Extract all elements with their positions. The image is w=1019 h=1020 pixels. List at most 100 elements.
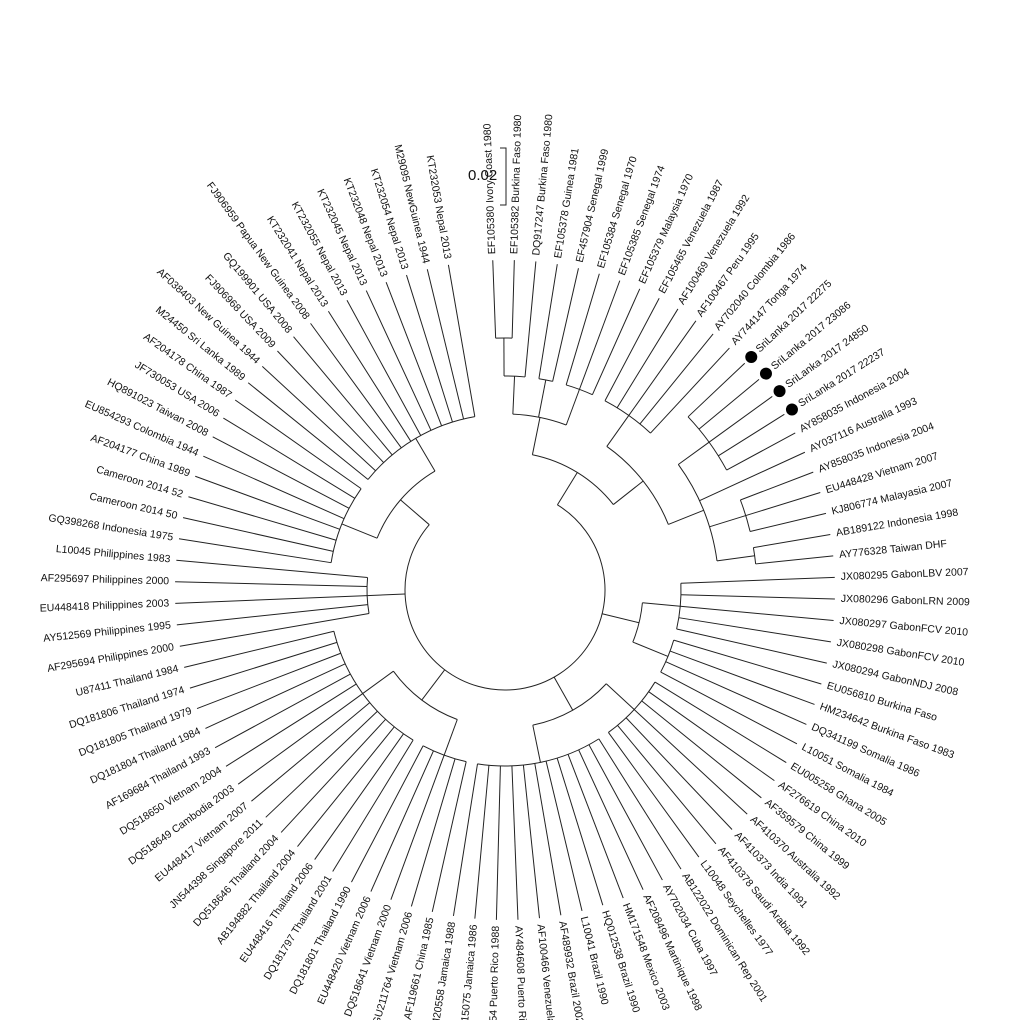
branch-line-60: [578, 749, 644, 890]
branch-line-52: [641, 700, 762, 799]
branch-line-105: [223, 417, 356, 499]
branch-line-26: [718, 413, 785, 457]
scale-bar-line: [500, 147, 507, 206]
branch-line-109: [261, 366, 376, 472]
branch-line-94: [175, 595, 368, 604]
leaf-label-32: L10051 Somalia 1984: [800, 741, 896, 799]
branch-line-66: [511, 765, 519, 920]
leaf-label-71: AY512569 Philippines 1995: [43, 619, 172, 644]
branch-line-47: [660, 671, 798, 745]
branch-arc-c-cosmopolitan: [608, 681, 656, 733]
leaf-label-31: DQ341199 Somalia 1986: [809, 721, 921, 780]
branch-line-34: [753, 533, 831, 549]
branch-line-99: [178, 538, 332, 564]
branch-line-85: [225, 683, 357, 767]
branch-line-83: [251, 702, 371, 802]
branch-arc-c-indonesia-cameroon: [330, 488, 362, 563]
branch-arc-c-west-africa-asia-americas: [532, 454, 614, 505]
branch-arc-c-cosmopolitan-asia: [376, 470, 436, 539]
leaf-label-0: EF105380 Ivory Coast 1980: [481, 123, 498, 254]
branch-line-28: [699, 451, 806, 502]
branch-line-96: [176, 559, 368, 579]
leaf-label-7: EF105379 Malaysia 1970: [637, 172, 697, 286]
branch-line-102: [195, 475, 340, 530]
branch-arc-c-srilanka: [687, 416, 728, 471]
branch-line-74: [390, 754, 445, 900]
branch-line-103: [203, 455, 345, 520]
branch-line-41: [678, 617, 831, 643]
branch-line-29: [709, 515, 746, 528]
branch-line-104: [212, 436, 350, 509]
branch-line-91: [367, 593, 406, 597]
leaf-label-46: AF489932 Brazil 2002: [556, 920, 585, 1020]
branch-line-10: [565, 389, 580, 426]
branch-line-119: [447, 264, 476, 417]
branch-line-37: [642, 602, 681, 607]
leaf-label-50: M15075 Jamaica 1986: [458, 924, 480, 1020]
branch-arc-c-pacific-nepal: [367, 416, 475, 480]
leaf-label-74: L10045 Philippines 1983: [55, 543, 171, 565]
branch-line-111: [293, 336, 393, 456]
branch-line-53: [633, 709, 748, 815]
branch-line-70: [421, 669, 446, 701]
branch-line-14: [613, 480, 644, 505]
branch-line-32: [749, 512, 827, 532]
branch-line-6: [524, 261, 537, 377]
branch-line-73: [410, 758, 456, 907]
branch-line-17: [616, 308, 679, 408]
branch-line-118: [426, 269, 465, 420]
branch-arc-c-americas-asia: [606, 446, 669, 525]
branch-line-7: [538, 379, 547, 418]
branch-arc-root: [404, 504, 606, 691]
branch-line-115: [365, 290, 432, 431]
branch-line-100: [182, 517, 334, 552]
branch-line-62: [556, 757, 604, 906]
branch-line-15: [606, 415, 630, 447]
branch-line-58: [598, 738, 682, 870]
branch-line-97: [400, 499, 430, 526]
tree-branches: [175, 260, 835, 920]
branch-line-56: [607, 732, 700, 858]
branch-line-44: [673, 639, 822, 685]
branch-line-13: [591, 288, 641, 395]
branch-line-33: [716, 555, 755, 562]
branch-line-11: [565, 273, 600, 386]
branch-line-101: [188, 496, 337, 541]
branch-arc-c-wa3: [566, 384, 593, 396]
branch-line-106: [234, 399, 362, 490]
branch-line-9: [552, 268, 579, 382]
branch-line-86: [214, 673, 351, 749]
branch-line-77: [362, 670, 394, 694]
leaf-label-48: AY484608 Puerto Rico 1991: [512, 925, 529, 1020]
branch-line-18: [628, 320, 697, 416]
branch-arc-c-cosmopolitan-americas: [532, 683, 607, 726]
leaf-label-1: EF105382 Burkina Faso 1980: [508, 114, 524, 254]
branch-line-38: [680, 576, 835, 584]
leaf-label-89: KT232055 Nepal 2013: [289, 200, 350, 298]
branch-line-98: [341, 523, 378, 539]
leaf-label-51: M20558 Jamaica 1988: [430, 921, 458, 1020]
branch-line-4: [492, 260, 497, 339]
branch-line-8: [538, 264, 558, 379]
leaf-label-25: JX080296 GabonLRN 2009: [841, 593, 970, 609]
branch-line-78: [332, 739, 414, 872]
tree-leaf-labels: EF105380 Ivory Coast 1980 EF105382 Burkin…: [40, 114, 971, 1020]
branch-line-36: [602, 613, 640, 624]
sample-marker-icon: [785, 403, 798, 416]
branch-arc-c-asia: [677, 464, 718, 561]
leaf-label-26: JX080297 GabonFCV 2010: [839, 615, 969, 639]
branch-line-20: [650, 347, 730, 434]
branch-line-116: [385, 281, 443, 426]
branch-line-107: [415, 438, 436, 472]
branch-line-65: [522, 764, 540, 919]
leaf-label-47: AF100466 Venezuela 1990: [534, 924, 559, 1020]
branch-line-23: [687, 362, 746, 418]
scale-bar: 0.02: [468, 147, 507, 206]
branch-line-63: [545, 761, 583, 912]
branch-line-92: [179, 613, 370, 647]
branch-line-88: [196, 652, 341, 710]
branch-line-75: [370, 750, 434, 892]
branch-line-89: [189, 641, 338, 689]
branch-line-55: [617, 725, 717, 845]
